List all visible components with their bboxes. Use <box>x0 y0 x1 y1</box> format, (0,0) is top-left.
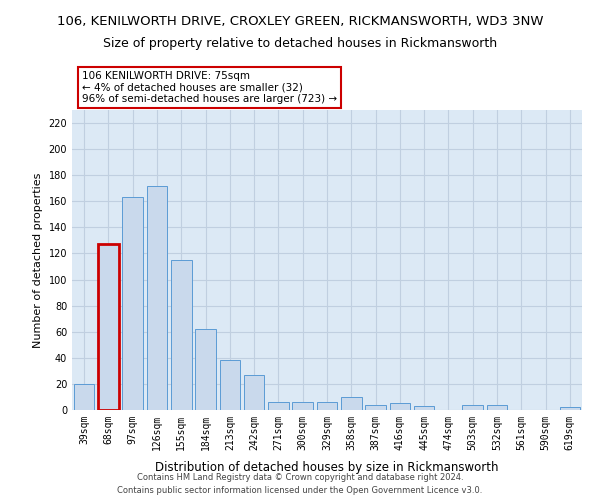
Bar <box>244 375 265 410</box>
Bar <box>122 198 143 410</box>
Bar <box>365 405 386 410</box>
Text: Size of property relative to detached houses in Rickmansworth: Size of property relative to detached ho… <box>103 38 497 51</box>
Bar <box>389 404 410 410</box>
Bar <box>146 186 167 410</box>
Bar <box>292 402 313 410</box>
Bar <box>268 402 289 410</box>
Bar <box>414 406 434 410</box>
Bar <box>463 405 483 410</box>
Bar <box>220 360 240 410</box>
Y-axis label: Number of detached properties: Number of detached properties <box>33 172 43 348</box>
Bar <box>195 329 216 410</box>
Bar <box>341 397 362 410</box>
Bar <box>317 402 337 410</box>
X-axis label: Distribution of detached houses by size in Rickmansworth: Distribution of detached houses by size … <box>155 461 499 474</box>
Bar <box>74 384 94 410</box>
Bar <box>98 244 119 410</box>
Bar <box>171 260 191 410</box>
Text: Contains HM Land Registry data © Crown copyright and database right 2024.
Contai: Contains HM Land Registry data © Crown c… <box>118 474 482 495</box>
Bar <box>560 408 580 410</box>
Text: 106 KENILWORTH DRIVE: 75sqm
← 4% of detached houses are smaller (32)
96% of semi: 106 KENILWORTH DRIVE: 75sqm ← 4% of deta… <box>82 71 337 104</box>
Bar <box>487 405 508 410</box>
Text: 106, KENILWORTH DRIVE, CROXLEY GREEN, RICKMANSWORTH, WD3 3NW: 106, KENILWORTH DRIVE, CROXLEY GREEN, RI… <box>57 15 543 28</box>
